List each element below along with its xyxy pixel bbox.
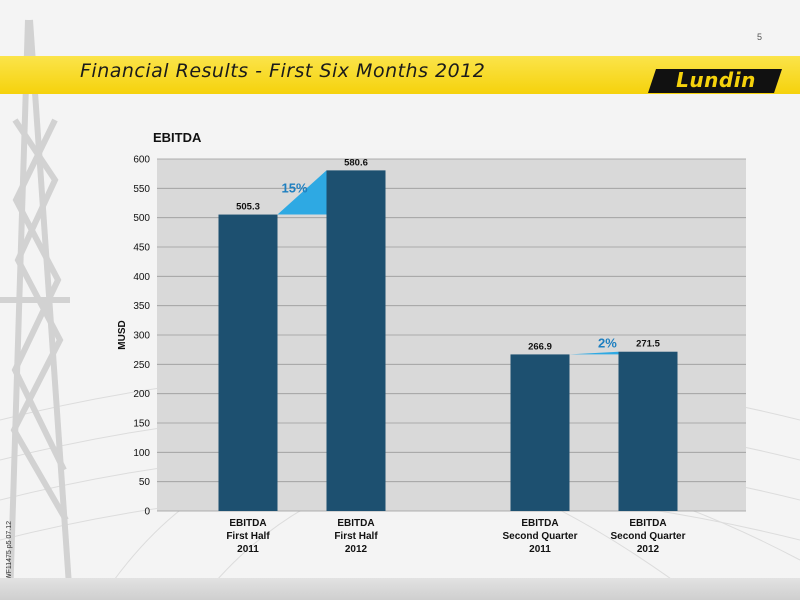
category-labels: EBITDA First Half 2011 EBITDA First Half 2012…	[226, 518, 685, 555]
slide-title: Financial Results - First Six Months 201…	[80, 60, 486, 82]
y-tick-label: 450	[133, 243, 150, 254]
y-tick-label: 500	[133, 213, 150, 224]
x-category-label: Second Quarter	[502, 531, 577, 542]
y-tick-label: 0	[144, 507, 150, 518]
y-axis-label: MUSD	[117, 320, 128, 349]
value-labels: 505.3 580.6 266.9 271.5	[236, 157, 660, 352]
chart-title: EBITDA	[153, 130, 202, 145]
change-label: 2%	[598, 336, 617, 351]
change-arrow	[277, 170, 327, 215]
x-category-label: EBITDA	[229, 518, 266, 529]
bar-value-label: 271.5	[636, 339, 660, 350]
page-number: 5	[756, 32, 762, 42]
y-tick-label: 100	[133, 448, 150, 459]
footer-band	[0, 578, 800, 600]
company-logo: Lundin	[648, 67, 784, 95]
bar	[510, 354, 570, 511]
y-tick-label: 350	[133, 301, 150, 312]
y-tick-label: 300	[133, 331, 150, 342]
bar-value-label: 266.9	[528, 341, 552, 352]
x-category-label: 2011	[237, 544, 259, 555]
change-annotations: 15% 2%	[277, 170, 619, 355]
y-tick-labels: 0 50 100 150 200 250 300 350 400 450 500 550 600	[133, 155, 150, 518]
x-category-label: EBITDA	[337, 518, 374, 529]
y-tick-label: 550	[133, 184, 150, 195]
change-arrow	[569, 351, 619, 355]
y-tick-label: 150	[133, 419, 150, 430]
bar-value-label: 580.6	[344, 157, 368, 168]
x-category-label: 2012	[637, 544, 660, 555]
x-category-label: First Half	[226, 531, 270, 542]
y-tick-label: 250	[133, 360, 150, 371]
y-tick-label: 600	[133, 155, 150, 166]
x-category-label: 2011	[529, 544, 551, 555]
x-category-label: EBITDA	[521, 518, 558, 529]
x-category-label: EBITDA	[629, 518, 666, 529]
change-label: 15%	[282, 180, 308, 195]
y-tick-label: 200	[133, 389, 150, 400]
bar	[326, 170, 386, 511]
bars	[218, 170, 678, 512]
x-category-label: 2012	[345, 544, 368, 555]
x-category-label: Second Quarter	[610, 531, 685, 542]
bar	[218, 214, 278, 512]
logo-wordmark: Lundin	[676, 68, 756, 92]
bar	[618, 351, 678, 511]
y-tick-label: 400	[133, 272, 150, 283]
bar-value-label: 505.3	[236, 202, 260, 213]
y-tick-label: 50	[139, 477, 151, 488]
x-category-label: First Half	[334, 531, 378, 542]
logo-shape	[648, 69, 782, 93]
